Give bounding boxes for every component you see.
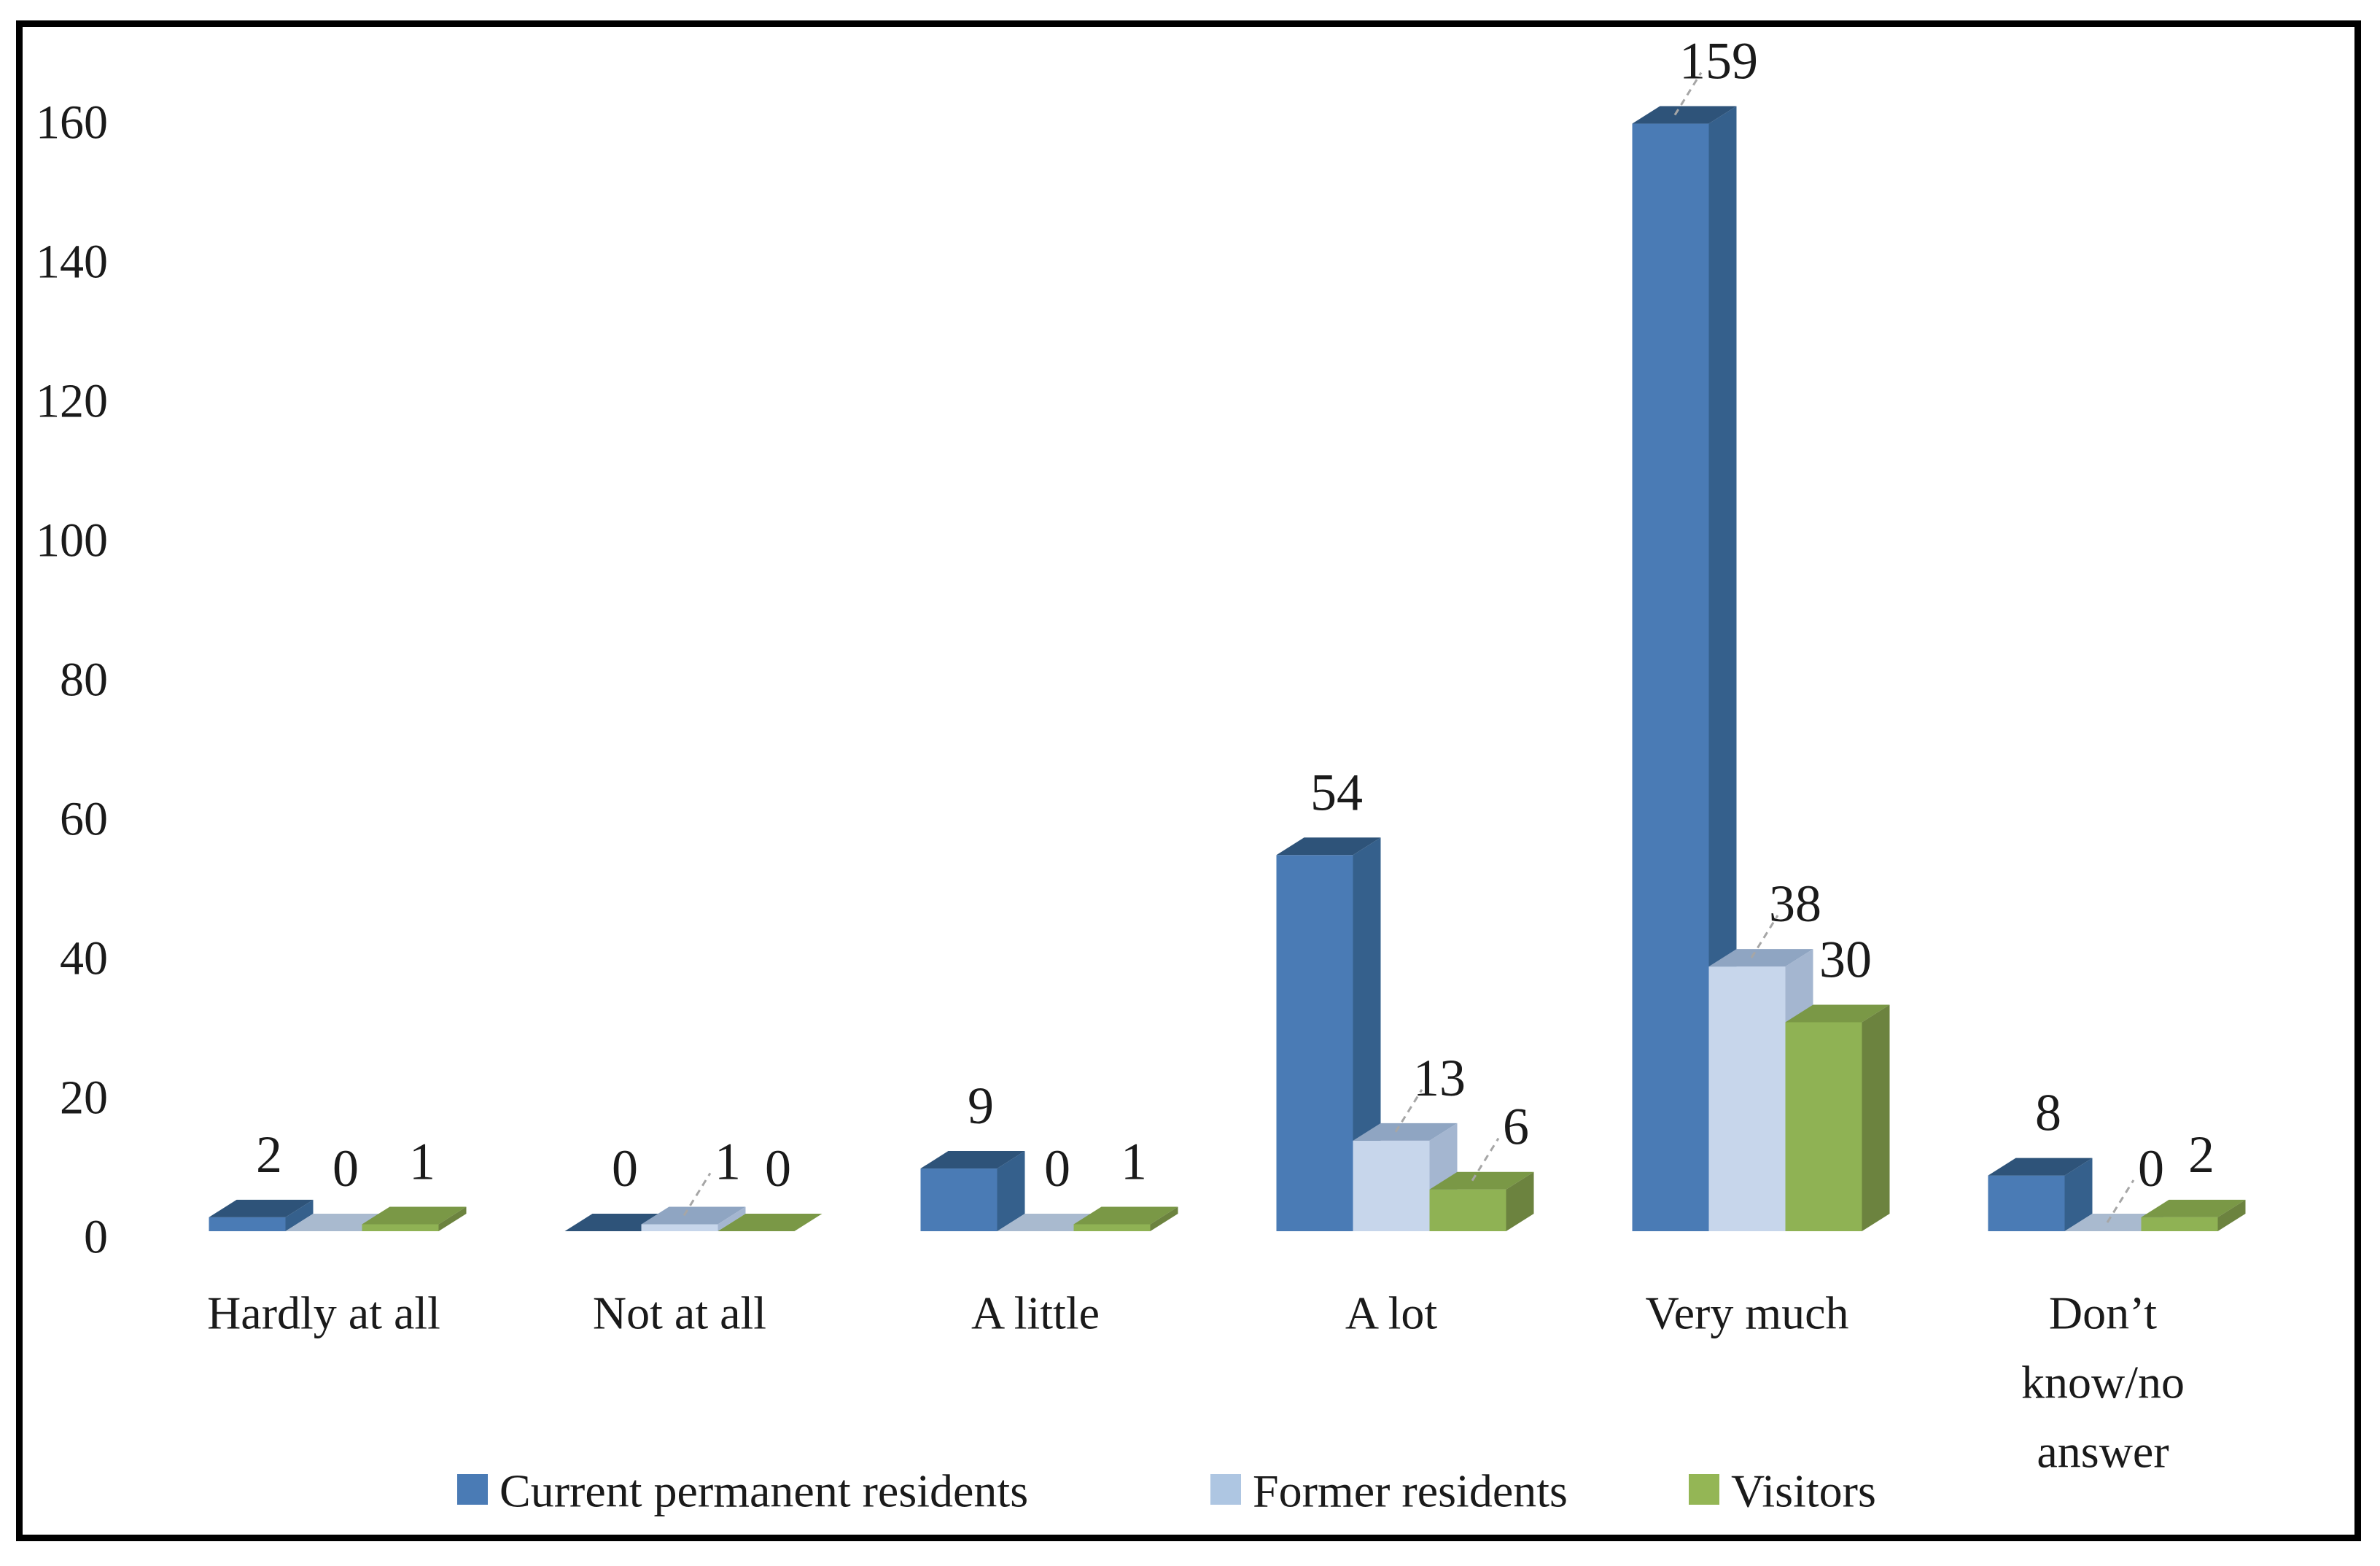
bar-current-permanent-residents-a-little-data-label: 9 [968, 1077, 994, 1135]
bar-current-permanent-residents-hardly-at-all-data-label: 2 [256, 1125, 282, 1184]
y-tick-label: 120 [36, 375, 108, 428]
category-label-a-little: A little [971, 1287, 1100, 1339]
y-tick-label: 40 [60, 932, 108, 985]
bar-current-permanent-residents-a-lot-front [1276, 855, 1353, 1231]
bar-visitors-don-t-know-no-answer-top [2141, 1199, 2246, 1217]
bar-visitors-don-t-know-no-answer-data-label: 2 [2188, 1125, 2214, 1184]
bar-current-permanent-residents-a-little-top [920, 1151, 1025, 1169]
category-label-not-at-all: Not at all [593, 1287, 766, 1339]
bar-current-permanent-residents-a-little-front [920, 1168, 998, 1231]
bar-former-residents-don-t-know-no-answer-data-label: 0 [2138, 1139, 2164, 1198]
bar-current-permanent-residents-very-much-leader-line [1673, 71, 1703, 116]
legend-label-visitors: Visitors [1731, 1465, 1876, 1517]
y-tick-label: 0 [84, 1211, 108, 1264]
bar-visitors-hardly-at-all-side [438, 1206, 467, 1231]
bar-former-residents-hardly-at-all-data-label: 0 [332, 1139, 359, 1198]
bar-visitors-a-lot-leader-line [1471, 1137, 1500, 1182]
bar-current-permanent-residents-not-at-all-data-label: 0 [612, 1139, 638, 1198]
bar-visitors-don-t-know-no-answer-front [2141, 1217, 2218, 1231]
bar-former-residents-very-much-front [1708, 966, 1786, 1231]
bar-visitors-very-much-side [1862, 1004, 1890, 1231]
legend-swatch-former-residents [1210, 1474, 1241, 1505]
bar-current-permanent-residents-a-little-side [997, 1151, 1025, 1231]
y-tick-label: 60 [60, 793, 108, 846]
y-tick-label: 80 [60, 654, 108, 707]
bar-current-permanent-residents-a-lot-top [1276, 837, 1381, 856]
bar-current-permanent-residents-don-t-know-no-answer-front [1988, 1175, 2065, 1231]
bar-former-residents-not-at-all-leader-line [682, 1172, 712, 1217]
legend-label-current-permanent-residents: Current permanent residents [499, 1465, 1028, 1517]
bar-visitors-a-little-top [1073, 1206, 1178, 1225]
category-label-a-lot: A lot [1345, 1287, 1437, 1339]
bar-current-permanent-residents-hardly-at-all-front [209, 1217, 286, 1231]
legend-swatch-visitors [1689, 1474, 1719, 1505]
category-label-very-much: Very much [1645, 1287, 1848, 1339]
bar-current-permanent-residents-very-much-top [1632, 106, 1737, 124]
y-tick-label: 20 [60, 1071, 108, 1125]
bar-visitors-very-much-front [1785, 1022, 1862, 1231]
bar-former-residents-not-at-all-side [718, 1206, 746, 1231]
bar-current-permanent-residents-very-much-side [1708, 106, 1737, 1231]
bar-visitors-a-lot-data-label: 6 [1503, 1098, 1529, 1156]
category-label-hardly-at-all: Hardly at all [207, 1287, 440, 1339]
bar-visitors-a-little-side [1150, 1206, 1178, 1231]
bar-former-residents-a-lot-data-label: 13 [1413, 1049, 1466, 1107]
bar-current-permanent-residents-hardly-at-all-side [285, 1199, 314, 1231]
bar-visitors-don-t-know-no-answer-side [2217, 1199, 2246, 1231]
bar-current-permanent-residents-hardly-at-all-top [209, 1199, 314, 1217]
bar-current-permanent-residents-don-t-know-no-answer-top [1988, 1158, 2093, 1176]
bar-visitors-hardly-at-all-front [362, 1224, 439, 1231]
category-label-don-t-know-no-answer: Don’t [2049, 1287, 2157, 1339]
bar-visitors-hardly-at-all-data-label: 1 [409, 1132, 435, 1190]
bar-visitors-a-little-front [1073, 1224, 1151, 1231]
bar-visitors-a-lot-top [1429, 1171, 1534, 1190]
category-label-don-t-know-no-answer: answer [2037, 1426, 2169, 1478]
bar-current-permanent-residents-very-much-data-label: 159 [1679, 32, 1758, 90]
bar-former-residents-a-lot-leader-line [1394, 1089, 1423, 1133]
bar-visitors-very-much-data-label: 30 [1819, 931, 1872, 989]
bar-former-residents-a-little-data-label: 0 [1044, 1139, 1070, 1198]
bar-visitors-a-lot-front [1429, 1189, 1506, 1231]
y-tick-label: 160 [36, 96, 108, 150]
category-label-don-t-know-no-answer: know/no [2021, 1357, 2185, 1408]
y-tick-label: 140 [36, 236, 108, 289]
bar-former-residents-not-at-all-top [641, 1206, 746, 1225]
bar-visitors-not-at-all-data-label: 0 [765, 1139, 791, 1198]
bar-former-residents-a-lot-top [1353, 1123, 1458, 1141]
bar-former-residents-not-at-all-data-label: 1 [715, 1132, 741, 1190]
y-tick-label: 100 [36, 514, 108, 567]
bar-visitors-a-lot-side [1506, 1171, 1534, 1231]
bar-current-permanent-residents-a-lot-data-label: 54 [1310, 763, 1363, 821]
bar-visitors-not-at-all-floor [718, 1214, 822, 1231]
bar-visitors-a-little-data-label: 1 [1121, 1132, 1147, 1190]
legend-label-former-residents: Former residents [1253, 1465, 1568, 1517]
bar-current-permanent-residents-don-t-know-no-answer-data-label: 8 [2035, 1084, 2061, 1142]
chart-border [16, 20, 2361, 1541]
bar-former-residents-very-much-data-label: 38 [1769, 875, 1821, 933]
bar-visitors-very-much-top [1785, 1004, 1890, 1023]
legend-swatch-current-permanent-residents [457, 1474, 488, 1505]
bar-current-permanent-residents-very-much-front [1632, 123, 1709, 1231]
bar-former-residents-not-at-all-front [641, 1224, 718, 1231]
bar-former-residents-very-much-leader-line [1750, 915, 1779, 958]
bar-former-residents-very-much-top [1708, 949, 1813, 967]
bar-former-residents-don-t-know-no-answer-leader-line [2106, 1179, 2135, 1223]
bar-former-residents-a-lot-front [1353, 1140, 1430, 1231]
bar-current-permanent-residents-don-t-know-no-answer-side [2064, 1158, 2093, 1231]
bar-visitors-hardly-at-all-top [362, 1206, 467, 1225]
